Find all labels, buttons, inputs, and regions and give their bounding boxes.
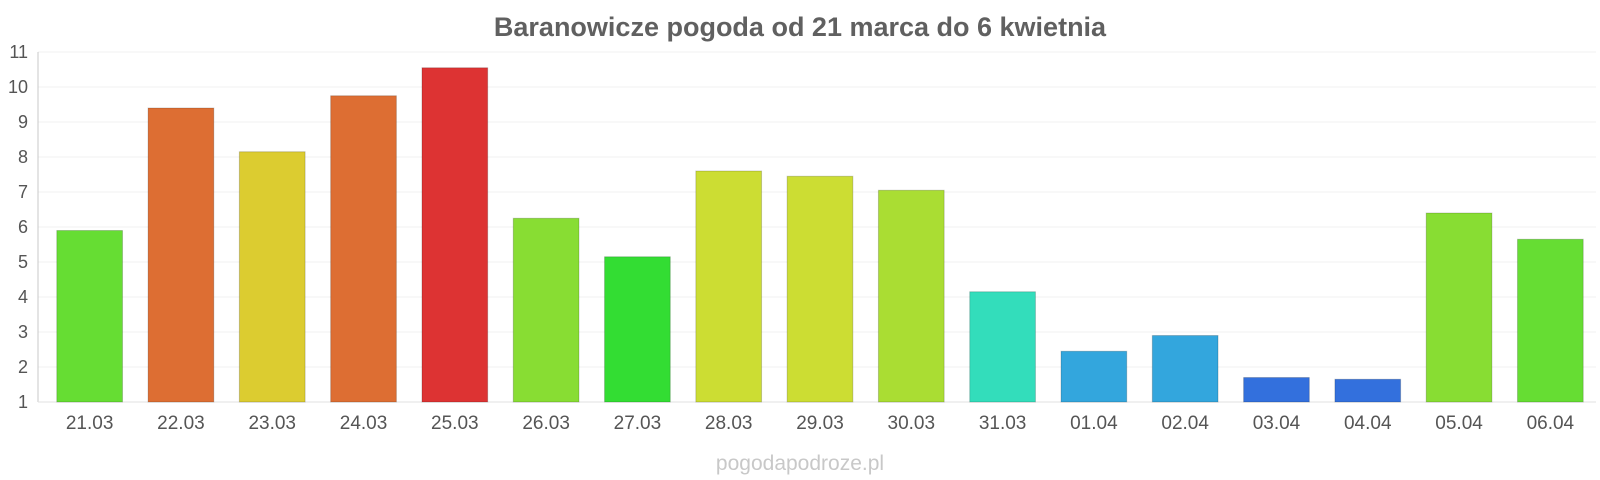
bar-04.04 <box>1334 378 1402 403</box>
watermark-text: pogodapodroze.pl <box>716 452 884 475</box>
bar-03.04 <box>1243 377 1310 403</box>
bar-29.03 <box>786 175 854 403</box>
x-tick-label: 23.03 <box>248 413 296 434</box>
bar-25.03 <box>421 67 489 403</box>
bar-27.03 <box>604 256 671 403</box>
x-tick-label: 05.04 <box>1435 413 1483 434</box>
x-tick-label: 02.04 <box>1161 413 1209 434</box>
bar-22.03 <box>147 107 215 403</box>
y-tick-label: 9 <box>18 112 28 132</box>
x-tick-label: 24.03 <box>340 413 388 434</box>
y-tick-label: 6 <box>18 217 28 237</box>
x-tick-label: 30.03 <box>888 413 936 434</box>
bar-05.04 <box>1425 212 1493 403</box>
y-tick-label: 10 <box>8 77 28 97</box>
x-tick-label: 25.03 <box>431 413 479 434</box>
y-tick-label: 1 <box>18 392 28 412</box>
y-tick-label: 4 <box>18 287 28 307</box>
x-tick-label: 03.04 <box>1253 413 1301 434</box>
bar-21.03 <box>56 230 124 403</box>
x-tick-label: 26.03 <box>522 413 570 434</box>
y-tick-label: 7 <box>18 182 28 202</box>
x-tick-label: 28.03 <box>705 413 753 434</box>
bars <box>56 67 1584 403</box>
y-tick-label: 2 <box>18 357 28 377</box>
y-tick-label: 11 <box>9 42 28 62</box>
bar-28.03 <box>695 170 763 403</box>
y-axis-tick-labels: 1 2 3 4 5 6 7 8 9 10 11 <box>8 42 28 412</box>
bar-01.04 <box>1060 350 1128 403</box>
x-axis-tick-labels: 21.03 22.03 23.03 24.03 25.03 26.03 27.03 28.03… <box>66 413 1575 434</box>
bar-06.04 <box>1516 238 1584 403</box>
x-tick-label: 29.03 <box>796 413 844 434</box>
bar-30.03 <box>877 189 945 403</box>
x-tick-label: 31.03 <box>979 413 1027 434</box>
x-tick-label: 27.03 <box>614 413 662 434</box>
bar-26.03 <box>512 217 580 403</box>
x-tick-label: 06.04 <box>1527 413 1575 434</box>
y-tick-label: 3 <box>18 322 28 342</box>
x-tick-label: 01.04 <box>1070 413 1118 434</box>
bar-24.03 <box>330 95 397 403</box>
bar-02.04 <box>1151 335 1219 403</box>
chart-title: Baranowicze pogoda od 21 marca do 6 kwie… <box>494 12 1107 42</box>
bar-23.03 <box>238 151 306 403</box>
y-tick-label: 8 <box>18 147 28 167</box>
x-tick-label: 04.04 <box>1344 413 1392 434</box>
y-tick-label: 5 <box>18 252 28 272</box>
bar-31.03 <box>969 291 1036 403</box>
x-tick-label: 22.03 <box>157 413 205 434</box>
x-tick-label: 21.03 <box>66 413 114 434</box>
